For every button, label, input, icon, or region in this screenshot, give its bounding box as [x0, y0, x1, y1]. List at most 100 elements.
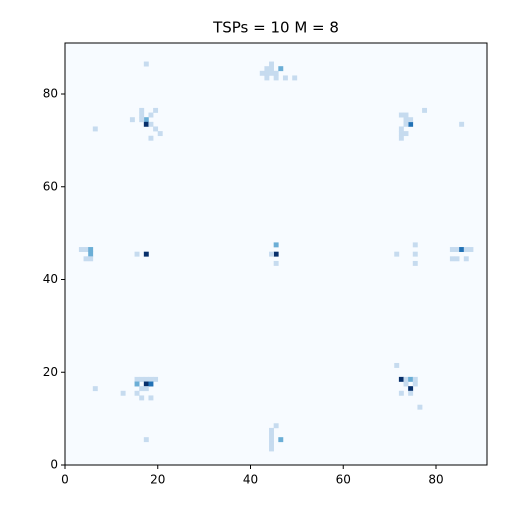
heatmap-cell [398, 390, 404, 396]
heatmap-cell [92, 386, 98, 392]
heatmap-cell [412, 260, 418, 266]
heatmap-cell [134, 381, 140, 387]
heatmap-cell [269, 66, 274, 72]
heatmap-cell [398, 126, 404, 132]
heatmap-cell [148, 376, 154, 382]
heatmap-cell [153, 376, 159, 382]
heatmap-cell [273, 70, 279, 76]
heatmap-cell [148, 395, 154, 401]
y-tick-label: 0 [50, 458, 58, 472]
heatmap-cell [273, 423, 279, 429]
heatmap-cell [417, 404, 423, 410]
heatmap-cell [269, 441, 274, 447]
heatmap-cell [394, 251, 400, 257]
heatmap-cell [264, 70, 270, 76]
heatmap-cell [403, 381, 409, 387]
heatmap-cell [148, 121, 154, 127]
heatmap-cell [120, 390, 126, 396]
heatmap-cell [412, 251, 418, 257]
heatmap-cell [454, 256, 460, 262]
heatmap-cell [449, 247, 455, 252]
heatmap-cell [459, 247, 465, 252]
heatmap-cell [292, 75, 298, 81]
heatmap-cell [148, 112, 154, 118]
heatmap-cell [403, 121, 409, 127]
heatmap-cell [143, 251, 149, 257]
heatmap-cell [269, 251, 274, 257]
heatmap-cell [88, 251, 94, 257]
heatmap-cell [269, 61, 274, 67]
heatmap-cell [139, 117, 145, 123]
x-tick-label: 80 [428, 473, 443, 487]
heatmap-cell [88, 256, 94, 262]
heatmap-cell [143, 381, 149, 387]
heatmap-cell [83, 247, 89, 252]
heatmap-cell [139, 376, 145, 382]
heatmap-cell [139, 395, 145, 401]
heatmap-cell [282, 75, 288, 81]
heatmap-cell [83, 256, 89, 262]
heatmap-cell [403, 131, 409, 137]
heatmap-cell [134, 251, 140, 257]
heatmap-cell [278, 437, 284, 443]
chart-title: TSPs = 10 M = 8 [212, 19, 339, 37]
heatmap-cell [143, 386, 149, 392]
heatmap-cell [153, 107, 159, 113]
heatmap-cell [408, 121, 414, 127]
heatmap-cell [148, 135, 154, 141]
heatmap-cell [398, 376, 404, 382]
heatmap-cell [398, 112, 404, 118]
x-tick-label: 0 [61, 473, 69, 487]
heatmap-cell [269, 432, 274, 438]
heatmap-cell [259, 70, 265, 76]
heatmap-cell [408, 386, 414, 392]
heatmap-cell [264, 66, 270, 72]
heatmap-cell [412, 242, 418, 248]
heatmap-cell [139, 107, 145, 113]
heatmap-cell [273, 75, 279, 81]
heatmap-cell [394, 362, 400, 368]
heatmap-cell [134, 376, 140, 382]
heatmap-cell [273, 242, 279, 248]
y-tick-label: 40 [43, 272, 58, 286]
heatmap-cell [463, 247, 469, 252]
heatmap-cell [143, 437, 149, 443]
heatmap-cell [412, 376, 418, 382]
heatmap-cell [153, 126, 159, 132]
heatmap-cell [269, 446, 274, 452]
heatmap-cell [269, 70, 274, 76]
heatmap-cell [92, 126, 98, 132]
x-tick-label: 60 [336, 473, 351, 487]
heatmap-cell [408, 376, 414, 382]
heatmap-cell [408, 390, 414, 396]
heatmap-cell [139, 112, 145, 118]
heatmap-cell [398, 135, 404, 141]
heatmap-cell [269, 437, 274, 443]
heatmap-cell [148, 381, 154, 387]
heatmap-cell [468, 247, 474, 252]
heatmap-cell [139, 386, 145, 392]
x-tick-label: 40 [243, 473, 258, 487]
heatmap-cell [449, 256, 455, 262]
heatmap-cell [269, 427, 274, 433]
heatmap-cell [273, 251, 279, 257]
heatmap-cell [403, 112, 409, 118]
heatmap-cell [129, 117, 135, 123]
heatmap-cell [143, 117, 149, 123]
y-tick-label: 20 [43, 365, 58, 379]
heatmap-cell [157, 131, 163, 137]
heatmap-cell [408, 117, 414, 123]
heatmap-cell [264, 75, 270, 81]
heatmap-cell [398, 131, 404, 137]
heatmap-cell [412, 381, 418, 387]
heatmap-cell [422, 107, 428, 113]
heatmap-cell [143, 376, 149, 382]
plot-frame [64, 42, 488, 466]
x-tick-label: 20 [150, 473, 165, 487]
y-tick-label: 60 [43, 179, 58, 193]
heatmap-cell [143, 121, 149, 127]
heatmap-cell [278, 66, 284, 72]
heatmap-cell [454, 247, 460, 252]
y-tick-label: 80 [43, 87, 58, 101]
